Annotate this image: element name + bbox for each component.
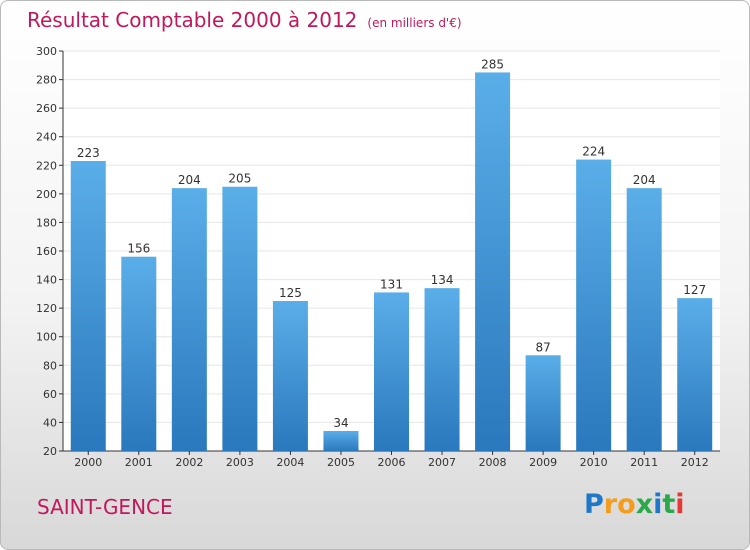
x-tick-label: 2007 bbox=[428, 456, 456, 469]
data-label: 205 bbox=[228, 172, 251, 186]
y-tick-label: 300 bbox=[36, 45, 57, 58]
x-tick-label: 2004 bbox=[276, 456, 304, 469]
y-tick-label: 60 bbox=[43, 388, 57, 401]
bar bbox=[323, 431, 359, 451]
logo-letter: o bbox=[617, 489, 636, 520]
data-label: 87 bbox=[535, 340, 550, 354]
logo-letter: i bbox=[675, 489, 685, 520]
y-tick-label: 280 bbox=[36, 74, 57, 87]
x-tick-label: 2011 bbox=[630, 456, 658, 469]
bar bbox=[121, 256, 157, 451]
data-label: 127 bbox=[683, 283, 706, 297]
bar bbox=[171, 188, 207, 451]
x-tick-label: 2010 bbox=[580, 456, 608, 469]
title-text: Résultat Comptable 2000 à 2012 bbox=[27, 8, 358, 32]
bar bbox=[222, 186, 258, 451]
title-unit: (en milliers d'€) bbox=[367, 16, 462, 30]
commune-name: SAINT-GENCE bbox=[37, 495, 173, 519]
data-label: 131 bbox=[380, 277, 403, 291]
data-label: 204 bbox=[633, 173, 656, 187]
logo-letter: x bbox=[635, 489, 654, 520]
y-tick-label: 80 bbox=[43, 359, 57, 372]
bar bbox=[374, 292, 409, 451]
y-tick-label: 40 bbox=[43, 416, 57, 429]
bar bbox=[525, 355, 561, 451]
x-tick-label: 2006 bbox=[378, 456, 406, 469]
logo-letter: i bbox=[653, 489, 663, 520]
x-tick-label: 2000 bbox=[74, 456, 102, 469]
bar bbox=[70, 161, 106, 451]
y-tick-label: 20 bbox=[43, 445, 57, 458]
bar bbox=[475, 72, 511, 451]
x-tick-label: 2001 bbox=[125, 456, 153, 469]
x-tick-label: 2009 bbox=[529, 456, 557, 469]
logo-letter: t bbox=[662, 489, 676, 520]
x-tick-label: 2012 bbox=[681, 456, 709, 469]
bar bbox=[576, 159, 612, 452]
y-tick-label: 240 bbox=[36, 131, 57, 144]
bar bbox=[424, 288, 460, 451]
logo-letter: r bbox=[603, 489, 618, 520]
chart-title: Résultat Comptable 2000 à 2012 (en millie… bbox=[27, 8, 462, 32]
bar bbox=[626, 188, 662, 451]
y-tick-label: 200 bbox=[36, 188, 57, 201]
data-label: 134 bbox=[431, 273, 454, 287]
y-tick-label: 100 bbox=[36, 331, 57, 344]
data-label: 285 bbox=[481, 57, 504, 71]
y-tick-label: 220 bbox=[36, 159, 57, 172]
y-tick-label: 260 bbox=[36, 102, 57, 115]
bar bbox=[677, 298, 713, 451]
bar bbox=[272, 301, 308, 451]
x-tick-label: 2008 bbox=[479, 456, 507, 469]
x-tick-label: 2005 bbox=[327, 456, 355, 469]
logo-letter: P bbox=[584, 489, 604, 520]
data-label: 204 bbox=[178, 173, 201, 187]
x-tick-label: 2002 bbox=[175, 456, 203, 469]
data-label: 224 bbox=[582, 145, 605, 159]
data-label: 156 bbox=[127, 242, 150, 256]
x-tick-label: 2003 bbox=[226, 456, 254, 469]
y-tick-label: 180 bbox=[36, 216, 57, 229]
y-tick-label: 160 bbox=[36, 245, 57, 258]
data-label: 223 bbox=[77, 146, 100, 160]
data-label: 125 bbox=[279, 286, 302, 300]
y-tick-label: 120 bbox=[36, 302, 57, 315]
y-tick-label: 140 bbox=[36, 274, 57, 287]
proxiti-logo: Proxiti bbox=[584, 489, 685, 520]
data-label: 34 bbox=[333, 416, 348, 430]
